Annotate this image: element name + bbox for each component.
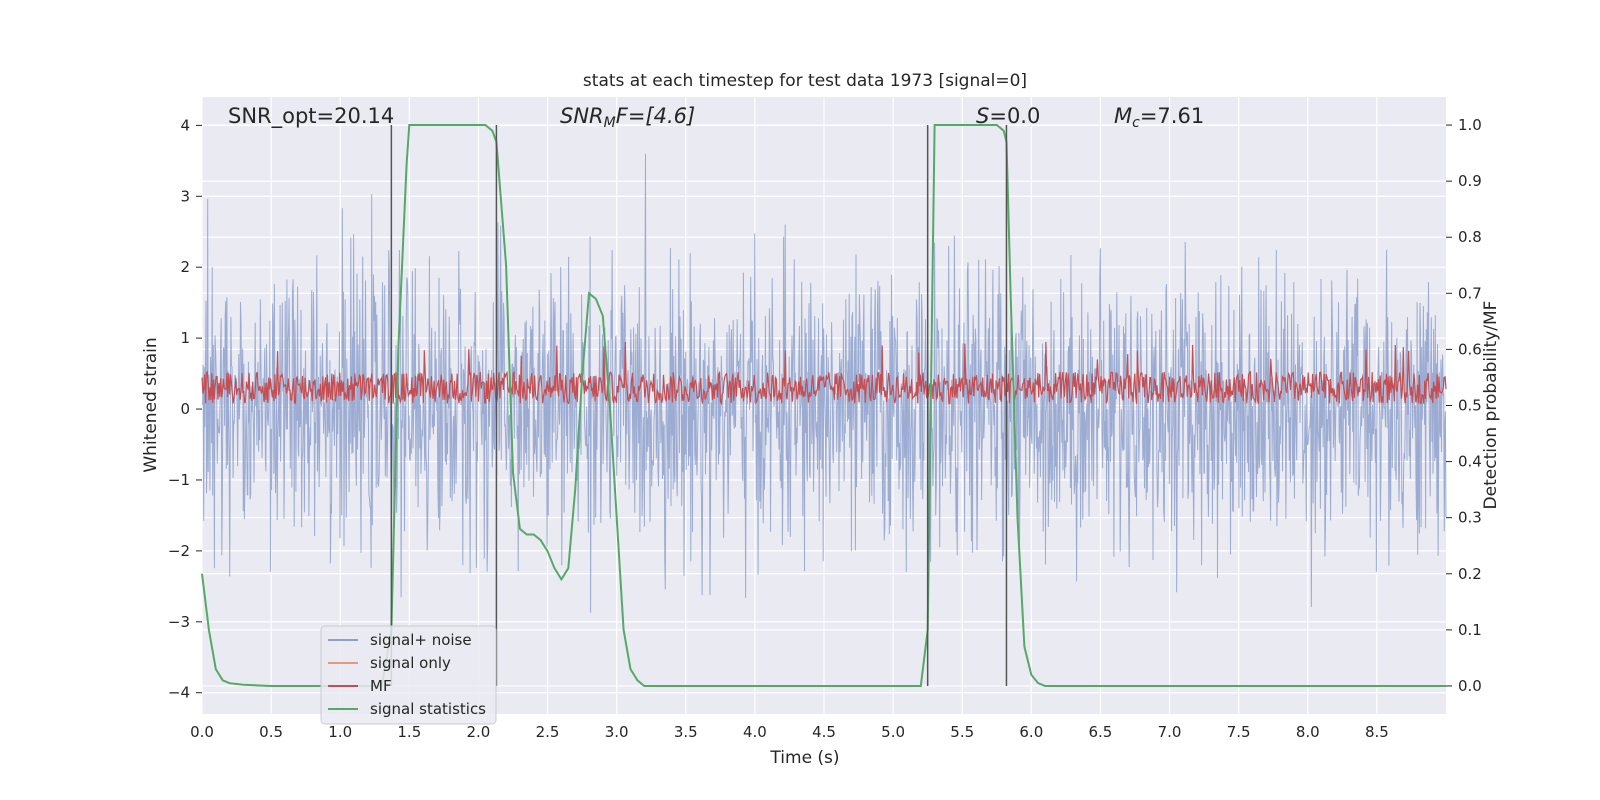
x-tick-label: 5.0 bbox=[881, 723, 905, 741]
legend-label-signal-only: signal only bbox=[370, 654, 451, 672]
y-right-tick-label: 0.7 bbox=[1458, 284, 1482, 302]
x-tick-label: 8.0 bbox=[1296, 723, 1320, 741]
x-tick-label: 0.5 bbox=[259, 723, 283, 741]
x-tick-label: 4.0 bbox=[743, 723, 767, 741]
legend-label-signal-statistics: signal statistics bbox=[370, 700, 486, 718]
legend-label-signal-noise: signal+ noise bbox=[370, 631, 472, 649]
x-tick-label: 1.5 bbox=[397, 723, 421, 741]
x-tick-label: 6.0 bbox=[1019, 723, 1043, 741]
y-right-tick-label: 0.2 bbox=[1458, 565, 1482, 583]
annotation-s-symbol: S bbox=[976, 104, 989, 128]
y-left-tick-label: −3 bbox=[168, 613, 190, 631]
series-mf bbox=[201, 341, 1447, 406]
y-right-tick-label: 0.6 bbox=[1458, 340, 1482, 358]
x-tick-label: 4.5 bbox=[812, 723, 836, 741]
legend-label-mf: MF bbox=[370, 677, 392, 695]
annotation-mc-sub: c bbox=[1132, 115, 1140, 131]
y-right-tick-label: 0.5 bbox=[1458, 397, 1482, 415]
y-left-tick-label: 2 bbox=[180, 258, 190, 276]
annotation-snr-mf-base: SNR bbox=[560, 104, 604, 128]
y-right-tick-label: 0.8 bbox=[1458, 228, 1482, 246]
x-axis-label: Time (s) bbox=[769, 748, 839, 768]
y-right-tick-label: 0.9 bbox=[1458, 172, 1482, 190]
legend-frame bbox=[320, 625, 497, 725]
y-left-tick-label: −4 bbox=[168, 684, 190, 702]
annotation-snr-opt: SNR_opt=20.14 bbox=[228, 104, 394, 129]
series-signal-noise bbox=[201, 153, 1447, 613]
annotation-mc-base: M bbox=[1114, 104, 1132, 128]
x-tick-label: 5.5 bbox=[950, 723, 974, 741]
y-left-tick-label: 3 bbox=[180, 187, 190, 205]
x-tick-label: 8.5 bbox=[1365, 723, 1389, 741]
chart-title: stats at each timestep for test data 197… bbox=[583, 71, 1027, 91]
x-tick-label: 2.0 bbox=[467, 723, 491, 741]
x-tick-label: 7.5 bbox=[1227, 723, 1251, 741]
x-tick-label: 0.0 bbox=[190, 723, 214, 741]
y-left-tick-label: 1 bbox=[180, 329, 190, 347]
x-tick-label: 2.5 bbox=[536, 723, 560, 741]
y-right-axis-label: Detection probability/MF bbox=[1481, 301, 1501, 510]
annotation-snr-mf-sub: M bbox=[604, 115, 616, 131]
y-right-tick-label: 0.0 bbox=[1458, 677, 1482, 695]
legend: signal+ noise signal only MF signal stat… bbox=[320, 625, 497, 725]
annotation-s: S=0.0 bbox=[976, 104, 1040, 128]
y-right-tick-label: 0.1 bbox=[1458, 621, 1482, 639]
x-tick-label: 3.0 bbox=[605, 723, 629, 741]
annotation-mc-value: =7.61 bbox=[1140, 104, 1204, 128]
y-left-axis-label: Whitened strain bbox=[141, 337, 161, 472]
y-right-tick-label: 0.3 bbox=[1458, 509, 1482, 527]
series-signal-statistics bbox=[201, 124, 1446, 687]
x-tick-label: 1.0 bbox=[328, 723, 352, 741]
x-tick-label: 6.5 bbox=[1089, 723, 1113, 741]
annotation-snr-mf: SNRMF=[4.6] bbox=[560, 104, 695, 131]
x-tick-label: 7.0 bbox=[1158, 723, 1182, 741]
y-left-tick-label: −1 bbox=[168, 471, 190, 489]
y-left-tick-label: 4 bbox=[180, 116, 190, 134]
annotation-mc: Mc=7.61 bbox=[1114, 104, 1204, 131]
annotation-snr-mf-rest: F=[4.6] bbox=[616, 104, 695, 128]
y-right-tick-label: 0.4 bbox=[1458, 453, 1482, 471]
y-left-tick-label: 0 bbox=[180, 400, 190, 418]
annotation-s-value: =0.0 bbox=[989, 104, 1040, 128]
y-right-tick-label: 1.0 bbox=[1458, 116, 1482, 134]
y-left-tick-label: −2 bbox=[168, 542, 190, 560]
x-tick-label: 3.5 bbox=[674, 723, 698, 741]
